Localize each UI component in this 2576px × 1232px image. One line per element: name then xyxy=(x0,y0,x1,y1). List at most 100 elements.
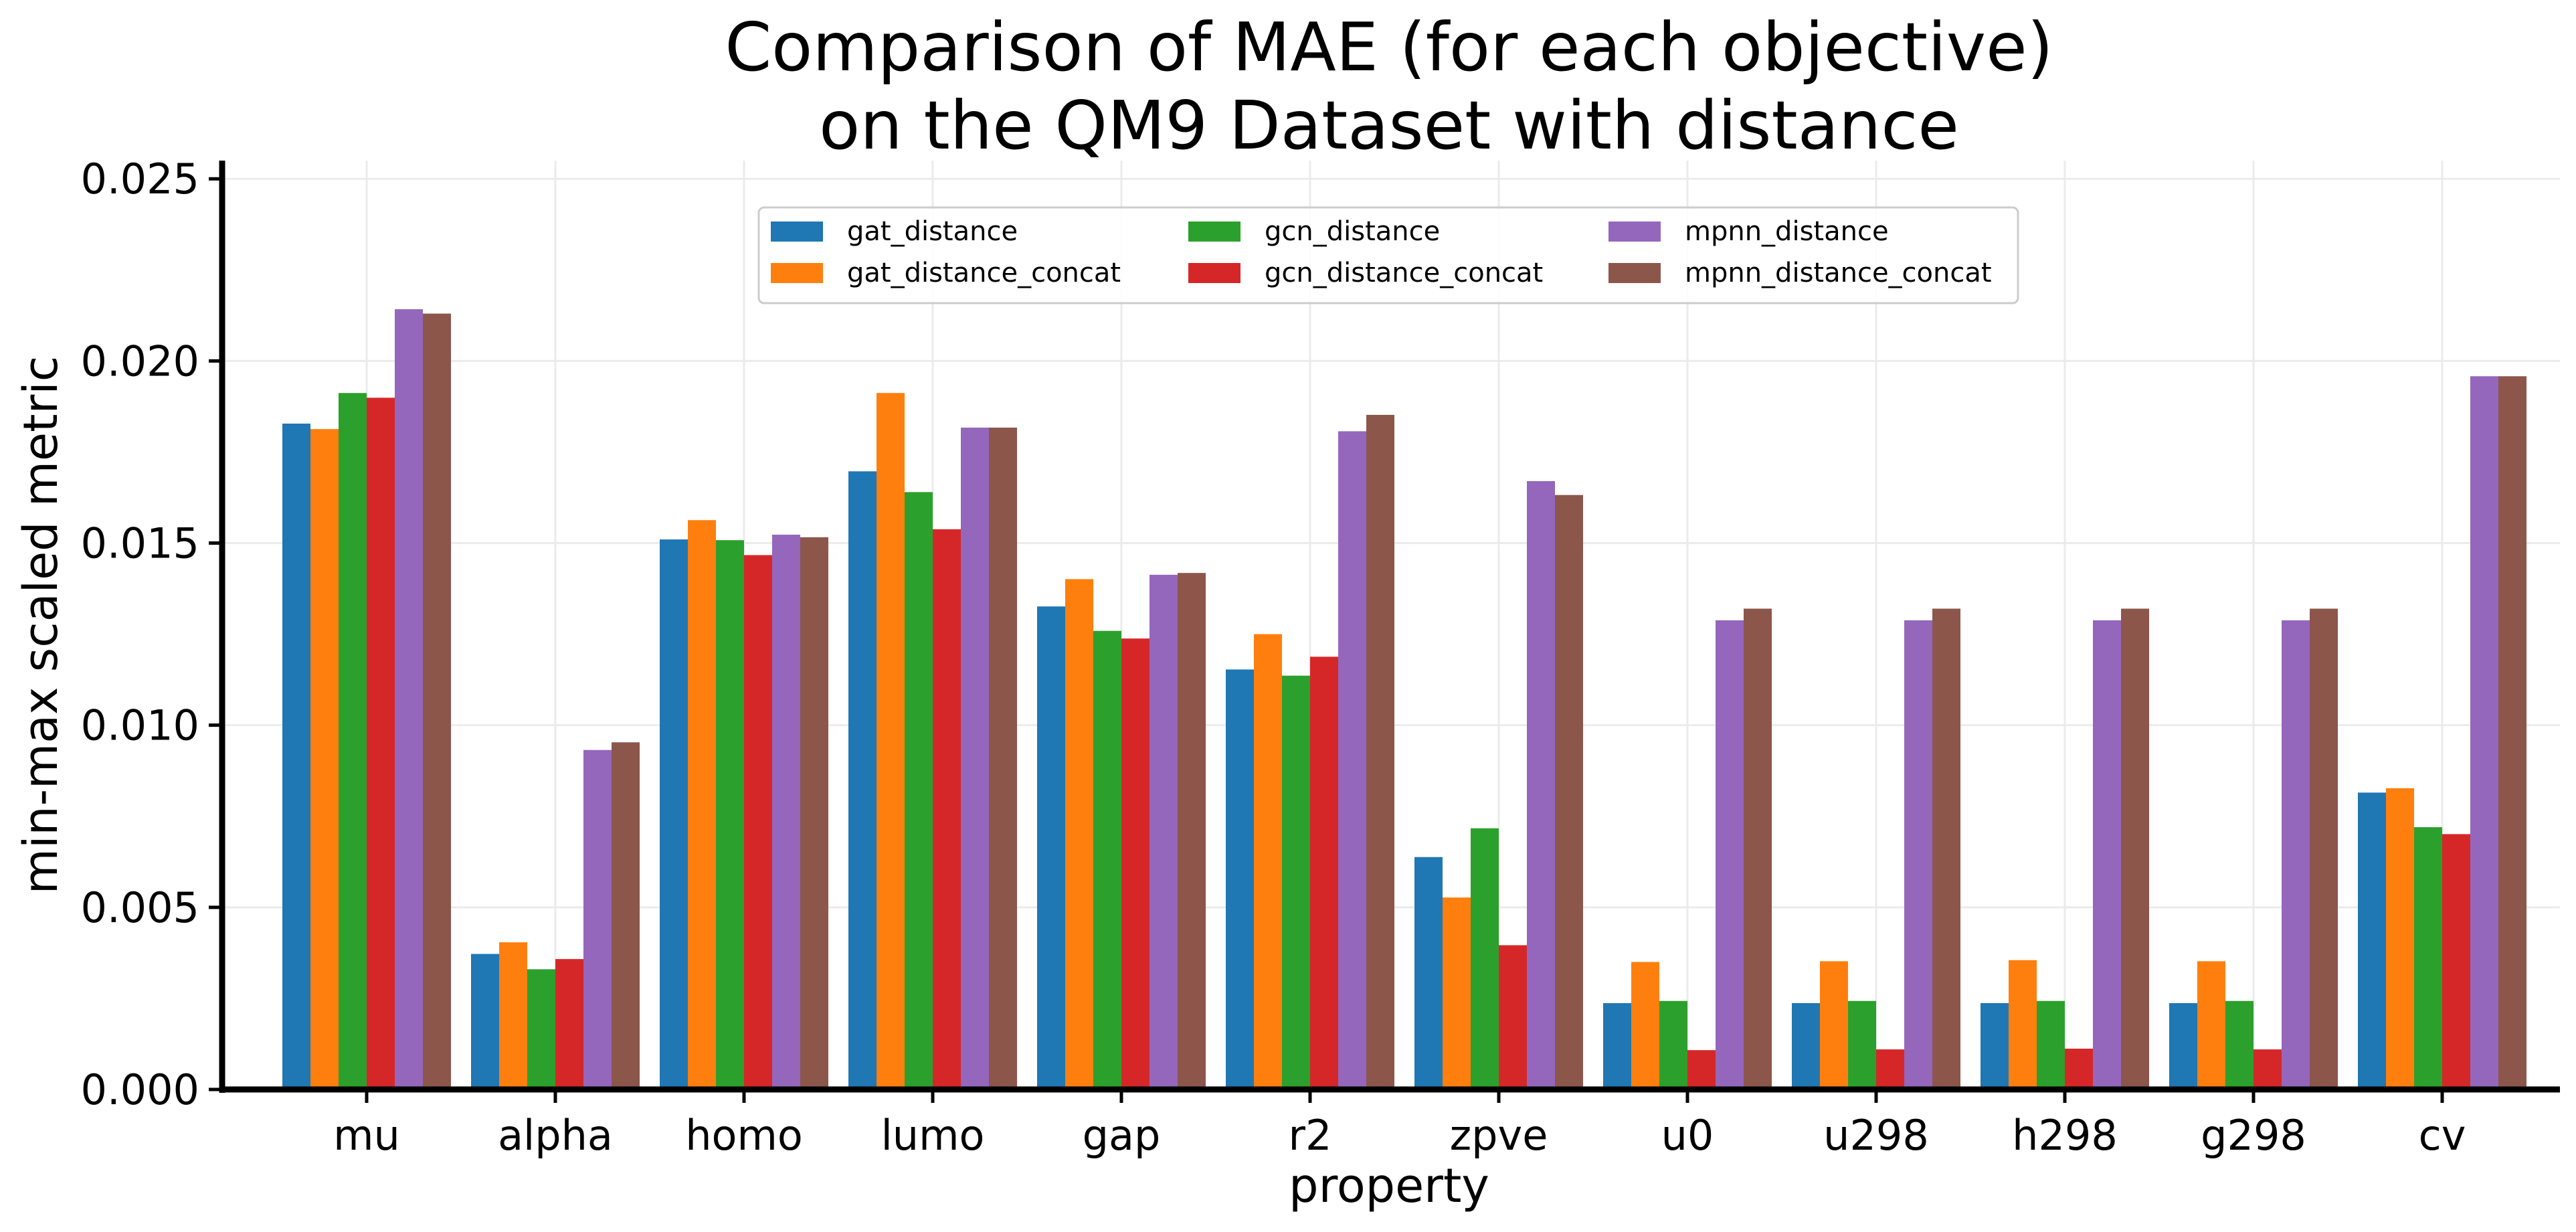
bar-mpnn_distance-r2 xyxy=(1338,431,1366,1089)
bar-gcn_distance_concat-zpve xyxy=(1499,945,1527,1089)
bar-gcn_distance_concat-cv xyxy=(2442,834,2470,1089)
chart-title: Comparison of MAE (for each objective) on… xyxy=(725,8,2053,165)
bar-gcn_distance-gap xyxy=(1093,630,1121,1089)
bar-gat_distance-u298 xyxy=(1792,1002,1820,1089)
x-tick-label-cv: cv xyxy=(2419,1111,2466,1160)
bar-gat_distance_concat-lumo xyxy=(877,393,905,1089)
bar-mpnn_distance_concat-zpve xyxy=(1555,495,1583,1089)
bar-mpnn_distance-h298 xyxy=(2093,620,2121,1089)
bar-mpnn_distance-u0 xyxy=(1716,620,1744,1089)
x-tick-label-zpve: zpve xyxy=(1450,1111,1548,1160)
bar-gat_distance-h298 xyxy=(1981,1002,2009,1089)
bar-mpnn_distance_concat-u298 xyxy=(1932,608,1960,1089)
legend-swatch xyxy=(1608,263,1661,283)
bar-mpnn_distance-zpve xyxy=(1527,480,1555,1089)
bar-gat_distance_concat-r2 xyxy=(1254,634,1282,1089)
bar-mpnn_distance_concat-mu xyxy=(423,313,451,1089)
legend-item-mpnn_distance: mpnn_distance xyxy=(1608,216,1889,247)
x-tick-label-mu: mu xyxy=(333,1111,400,1160)
x-tick-label-homo: homo xyxy=(685,1111,803,1160)
bar-gcn_distance-lumo xyxy=(905,492,933,1089)
bar-gat_distance_concat-zpve xyxy=(1443,897,1471,1089)
bar-gcn_distance_concat-gap xyxy=(1121,638,1149,1089)
legend-item-gat_distance_concat: gat_distance_concat xyxy=(771,258,1121,288)
ticks-layer: 0.000 0.005 0.010 0.015 0.020 0.025 mu alpha hom… xyxy=(81,155,2466,1160)
bar-gcn_distance-u0 xyxy=(1659,1000,1687,1089)
bar-gcn_distance_concat-alpha xyxy=(555,959,583,1089)
bar-gcn_distance-homo xyxy=(716,540,744,1089)
y-tick-label: 0.010 xyxy=(81,701,200,750)
bar-gcn_distance-h298 xyxy=(2037,1000,2065,1089)
x-tick-label-gap: gap xyxy=(1083,1111,1161,1160)
bar-gcn_distance_concat-h298 xyxy=(2065,1049,2093,1089)
bar-mpnn_distance_concat-homo xyxy=(800,537,828,1089)
bar-mpnn_distance-homo xyxy=(772,535,800,1089)
x-tick-label-u298: u298 xyxy=(1823,1111,1929,1160)
legend-frame xyxy=(757,206,2019,304)
legend-label: mpnn_distance_concat xyxy=(1685,258,1992,288)
bar-gat_distance-g298 xyxy=(2169,1002,2197,1089)
bar-gat_distance-cv xyxy=(2358,792,2386,1089)
bar-gcn_distance_concat-homo xyxy=(744,555,772,1089)
bar-gat_distance-alpha xyxy=(471,954,499,1089)
x-tick-label-lumo: lumo xyxy=(881,1111,985,1160)
bar-gat_distance-zpve xyxy=(1414,857,1443,1089)
legend-item-gat_distance: gat_distance xyxy=(771,216,1018,247)
x-tick-label-alpha: alpha xyxy=(498,1111,613,1160)
bar-mpnn_distance-mu xyxy=(395,309,423,1090)
legend-label: gcn_distance xyxy=(1265,216,1440,247)
bar-gat_distance-u0 xyxy=(1603,1002,1631,1089)
bar-gat_distance_concat-u0 xyxy=(1631,962,1659,1089)
axes-layer xyxy=(219,161,2560,1093)
legend: gat_distance gat_distance_concat gcn_dista… xyxy=(757,206,2019,304)
legend-swatch xyxy=(1608,222,1661,242)
bar-mpnn_distance_concat-cv xyxy=(2498,376,2526,1090)
bar-gcn_distance_concat-u0 xyxy=(1687,1050,1716,1089)
legend-label: gcn_distance_concat xyxy=(1265,258,1543,288)
bar-mpnn_distance_concat-lumo xyxy=(989,427,1017,1089)
chart-title-line: on the QM9 Dataset with distance xyxy=(819,86,1959,165)
grid-layer xyxy=(222,161,2560,1091)
bar-gcn_distance-cv xyxy=(2414,827,2442,1089)
x-tick-label-h298: h298 xyxy=(2012,1111,2118,1160)
bar-gcn_distance-r2 xyxy=(1282,675,1310,1089)
bar-gat_distance-homo xyxy=(660,539,688,1089)
bar-mpnn_distance-g298 xyxy=(2282,620,2310,1089)
bar-mpnn_distance-u298 xyxy=(1904,620,1932,1089)
legend-swatch xyxy=(1188,222,1240,242)
bar-gcn_distance_concat-mu xyxy=(367,398,395,1090)
legend-swatch xyxy=(771,222,823,242)
y-axis-label: min-max scaled metric xyxy=(13,356,68,895)
chart-title-line: Comparison of MAE (for each objective) xyxy=(725,8,2053,86)
bar-gat_distance-r2 xyxy=(1226,669,1254,1089)
bar-gat_distance-lumo xyxy=(848,471,877,1089)
y-tick-label: 0.000 xyxy=(81,1065,200,1114)
bar-mpnn_distance_concat-alpha xyxy=(612,742,640,1089)
legend-item-gcn_distance_concat: gcn_distance_concat xyxy=(1188,258,1543,288)
bar-gat_distance_concat-h298 xyxy=(2009,960,2037,1089)
bar-mpnn_distance-gap xyxy=(1149,574,1178,1089)
bar-gcn_distance-zpve xyxy=(1471,828,1499,1089)
bar-mpnn_distance-lumo xyxy=(961,427,989,1089)
legend-label: mpnn_distance xyxy=(1685,216,1889,247)
y-tick-label: 0.025 xyxy=(81,155,200,203)
y-tick-label: 0.020 xyxy=(81,337,200,385)
bar-mpnn_distance-alpha xyxy=(583,750,612,1089)
y-tick-label: 0.005 xyxy=(81,883,200,932)
bar-mpnn_distance_concat-gap xyxy=(1178,573,1206,1089)
bar-gat_distance_concat-homo xyxy=(688,520,716,1089)
bar-gat_distance-mu xyxy=(282,423,310,1089)
legend-label: gat_distance_concat xyxy=(847,258,1121,288)
bar-gat_distance_concat-cv xyxy=(2386,788,2414,1089)
bar-mpnn_distance_concat-u0 xyxy=(1744,608,1772,1089)
legend-item-gcn_distance: gcn_distance xyxy=(1188,216,1440,247)
legend-item-mpnn_distance_concat: mpnn_distance_concat xyxy=(1608,258,1992,288)
bar-gat_distance_concat-gap xyxy=(1065,579,1093,1089)
bars-layer xyxy=(282,309,2526,1090)
bar-gcn_distance_concat-u298 xyxy=(1876,1049,1904,1089)
x-axis-label: property xyxy=(1289,1158,1489,1213)
x-tick-label-u0: u0 xyxy=(1661,1111,1714,1160)
bar-gcn_distance-g298 xyxy=(2225,1000,2253,1089)
